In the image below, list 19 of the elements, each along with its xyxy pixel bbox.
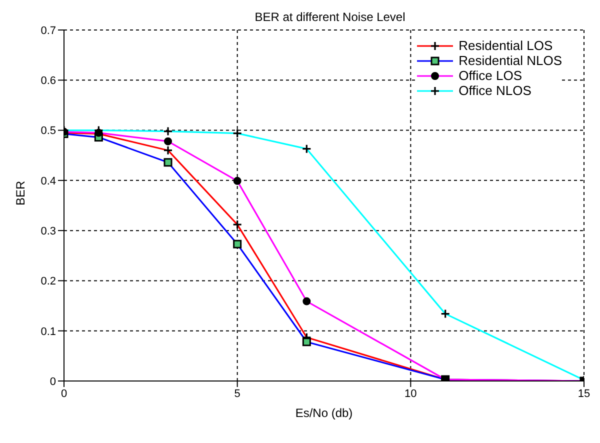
y-tick-label: 0.5 xyxy=(40,125,56,138)
y-tick-label: 0.6 xyxy=(40,75,56,88)
y-tick-label: 0.7 xyxy=(40,24,56,37)
x-tick-label: 0 xyxy=(60,388,68,400)
legend-label: Office LOS xyxy=(458,68,522,83)
y-tick-label: 0.1 xyxy=(40,326,56,338)
y-axis-title: BER xyxy=(13,180,28,206)
legend-label: Office NLOS xyxy=(458,83,532,98)
chart-title: BER at different Noise Level xyxy=(254,10,406,24)
legend-label: Residential NLOS xyxy=(458,53,562,68)
y-tick-label: 0.4 xyxy=(40,175,56,188)
x-tick-label: 10 xyxy=(404,388,417,400)
x-tick-label: 5 xyxy=(234,388,240,400)
y-tick-label: 0 xyxy=(50,376,56,388)
y-tick-label: 0.2 xyxy=(40,276,56,288)
x-axis-title: Es/No (db) xyxy=(295,406,353,420)
y-tick-label: 0.3 xyxy=(40,225,56,238)
x-tick-label: 15 xyxy=(578,388,590,400)
legend-label: Residential LOS xyxy=(458,38,553,53)
